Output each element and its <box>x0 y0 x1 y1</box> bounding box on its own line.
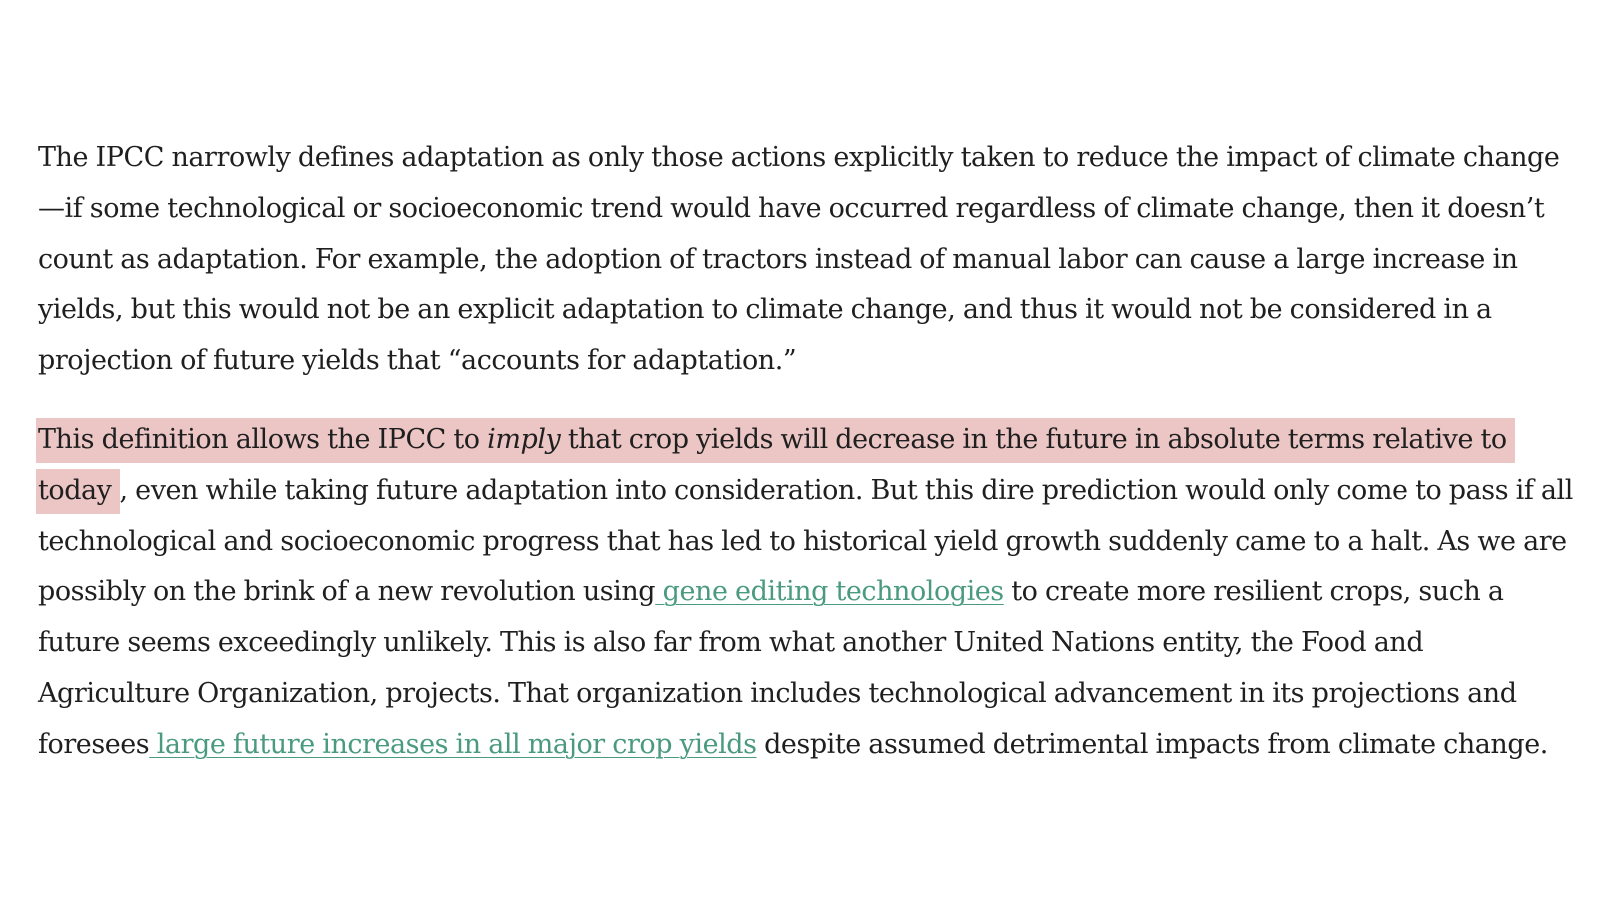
paragraph-text-segment: despite assumed detrimental impacts from… <box>756 728 1548 760</box>
highlight-text-end: that crop yields will decrease in the fu… <box>38 423 1507 506</box>
link-gene-editing-technologies[interactable]: gene editing technologies <box>655 576 1004 608</box>
link-crop-yield-increases[interactable]: large future increases in all major crop… <box>149 728 757 760</box>
paragraph-text-segment: , even while taking future adaptation in… <box>38 474 1573 608</box>
emphasis-imply: imply <box>487 423 561 455</box>
paragraph-ipcc-implication: This definition allows the IPCC to imply… <box>36 415 1578 771</box>
paragraph-adaptation-definition: The IPCC narrowly defines adaptation as … <box>38 142 1560 377</box>
article-body: The IPCC narrowly defines adaptation as … <box>36 133 1578 799</box>
highlight-text-start: This definition allows the IPCC to <box>38 423 488 455</box>
paragraph-text-segment: to create more resilient crops, such a f… <box>38 576 1517 760</box>
